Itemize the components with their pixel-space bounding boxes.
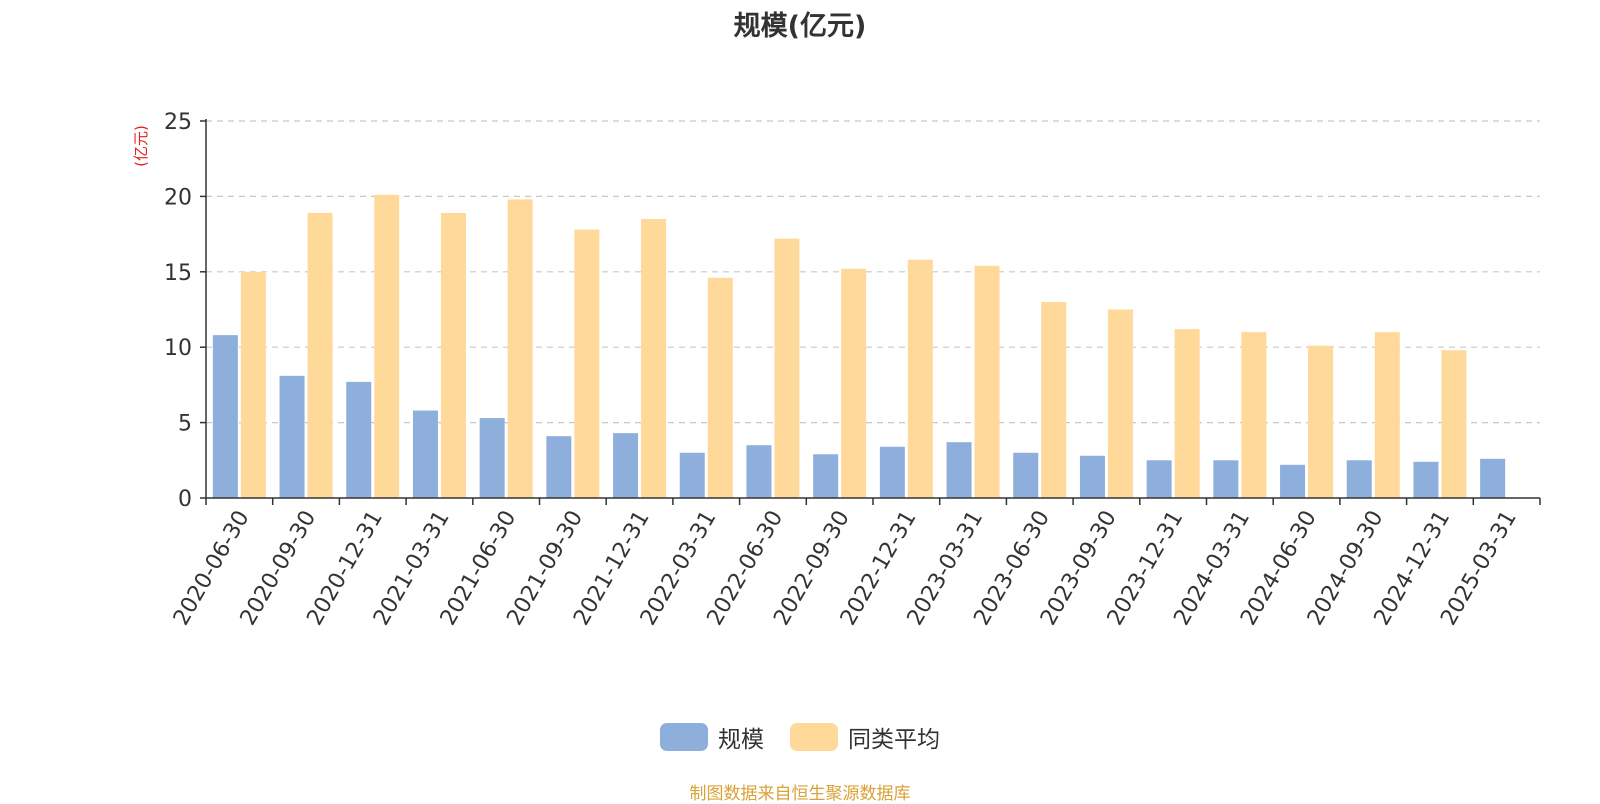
bar-scale [1146, 460, 1172, 498]
bar-scale [679, 452, 705, 498]
legend-item-scale[interactable]: 规模 [660, 722, 764, 753]
bar-peer-average [774, 238, 800, 498]
bar-scale [1280, 464, 1306, 498]
legend-swatch-peer-average [790, 723, 838, 751]
y-tick-label: 10 [164, 336, 192, 361]
bar-peer-average [1374, 332, 1400, 498]
bar-scale [813, 454, 839, 498]
bar-scale [412, 410, 438, 498]
bar-peer-average [1107, 309, 1133, 498]
bar-scale [479, 418, 505, 498]
y-axis-unit-label: (亿元) [132, 125, 150, 167]
bar-peer-average [1308, 345, 1334, 498]
bar-peer-average [507, 199, 533, 498]
bars [212, 194, 1506, 499]
bar-scale [1480, 458, 1506, 498]
bar-scale [279, 375, 305, 498]
bar-peer-average [307, 212, 333, 498]
bar-scale [1079, 455, 1105, 498]
bar-peer-average [1174, 329, 1200, 498]
y-tick-label: 15 [164, 261, 192, 286]
bar-peer-average [574, 229, 600, 499]
y-tick-label: 5 [178, 412, 192, 437]
bar-peer-average [240, 271, 266, 498]
gridlines [206, 120, 1540, 424]
legend-label-scale: 规模 [718, 727, 764, 753]
bar-scale [212, 335, 238, 498]
bar-scale [613, 433, 639, 498]
bar-peer-average [841, 268, 867, 498]
bar-peer-average [440, 212, 466, 498]
legend-swatch-scale [660, 723, 708, 751]
legend-label-peer-average: 同类平均 [848, 727, 940, 753]
bar-scale [1413, 461, 1439, 498]
bar-peer-average [707, 277, 733, 498]
bar-peer-average [1441, 350, 1467, 498]
data-source-note: 制图数据来自恒生聚源数据库 [689, 784, 911, 804]
legend-item-peer-average[interactable]: 同类平均 [790, 722, 940, 753]
bar-peer-average [1041, 301, 1067, 498]
bar-scale [946, 442, 972, 498]
bar-peer-average [974, 265, 1000, 498]
bar-scale [346, 381, 372, 498]
y-tick-label: 25 [164, 110, 192, 135]
bar-peer-average [1241, 332, 1267, 498]
chart-title: 规模(亿元) [733, 11, 867, 42]
bar-peer-average [374, 194, 400, 498]
bar-scale [879, 446, 905, 498]
y-tick-label: 20 [164, 185, 192, 210]
bar-scale [546, 436, 572, 498]
bar-peer-average [641, 219, 667, 498]
bar-scale [1346, 460, 1372, 498]
bar-scale [1013, 452, 1039, 498]
y-tick-label: 0 [178, 487, 192, 512]
bar-scale [1213, 460, 1239, 498]
bar-scale [746, 445, 772, 498]
bar-peer-average [907, 259, 933, 498]
